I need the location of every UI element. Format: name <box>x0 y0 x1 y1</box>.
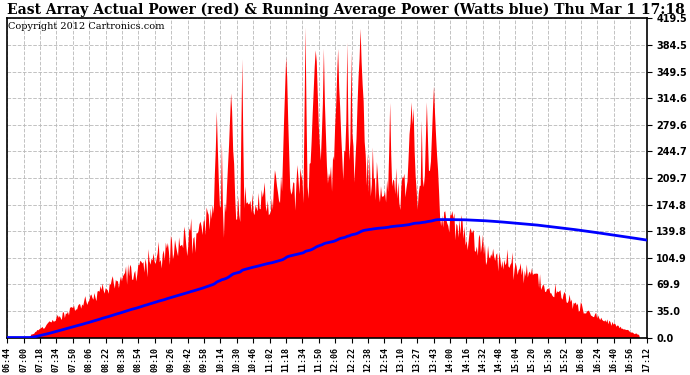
Text: East Array Actual Power (red) & Running Average Power (Watts blue) Thu Mar 1 17:: East Array Actual Power (red) & Running … <box>8 3 685 17</box>
Text: Copyright 2012 Cartronics.com: Copyright 2012 Cartronics.com <box>8 21 164 30</box>
